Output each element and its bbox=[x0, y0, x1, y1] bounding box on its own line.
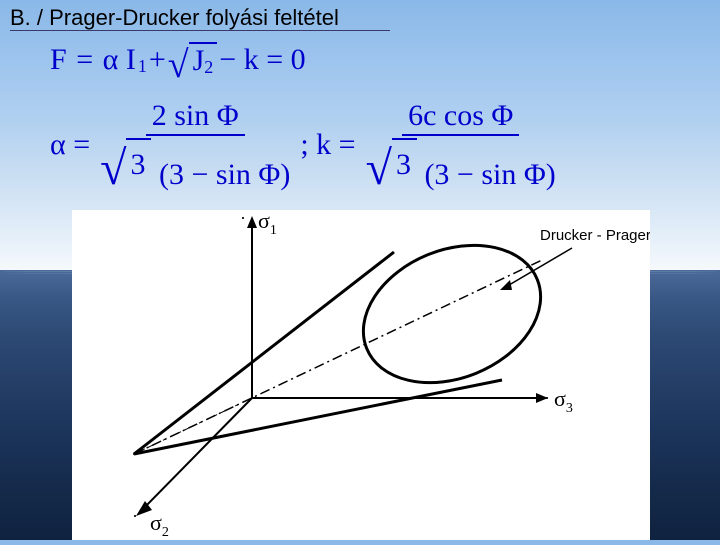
eq1-sqrt: √ J 2 bbox=[168, 42, 218, 79]
eq2-frac-k: 6c cos Φ √ 3 (3 − sin Φ) bbox=[360, 99, 562, 191]
eq2-alpha: α = bbox=[50, 128, 90, 162]
title-underline bbox=[10, 30, 390, 31]
callout-label: Drucker - Prager bbox=[540, 227, 650, 244]
eq1-F: F bbox=[50, 43, 67, 77]
drucker-prager-cone-diagram: · · · σ1 σ3 σ2 Drucker - Prager bbox=[72, 210, 650, 540]
eq1-rhs: − k = 0 bbox=[219, 43, 305, 77]
axis-sigma3-label: σ3 bbox=[554, 386, 573, 416]
axis-sigma1-label: σ1 bbox=[258, 210, 277, 238]
equation-block: F = α I 1 + √ J 2 − k = 0 α = 2 sin Φ √ … bbox=[50, 42, 564, 191]
diagram-container: · · · σ1 σ3 σ2 Drucker - Prager bbox=[72, 210, 650, 540]
eq2-frac-alpha: 2 sin Φ √ 3 (3 − sin Φ) bbox=[94, 99, 296, 191]
svg-text:·: · bbox=[132, 506, 138, 526]
svg-text:·: · bbox=[544, 388, 550, 408]
axis-sigma2-label: σ2 bbox=[150, 510, 169, 540]
svg-text:·: · bbox=[240, 210, 246, 228]
eq1-alphaI: α I bbox=[103, 43, 136, 77]
equation-2: α = 2 sin Φ √ 3 (3 − sin Φ) ; k = 6c cos… bbox=[50, 99, 564, 191]
eq1-sub1: 1 bbox=[138, 56, 147, 77]
equation-1: F = α I 1 + √ J 2 − k = 0 bbox=[50, 42, 564, 79]
eq2-sep: ; k = bbox=[300, 128, 355, 162]
